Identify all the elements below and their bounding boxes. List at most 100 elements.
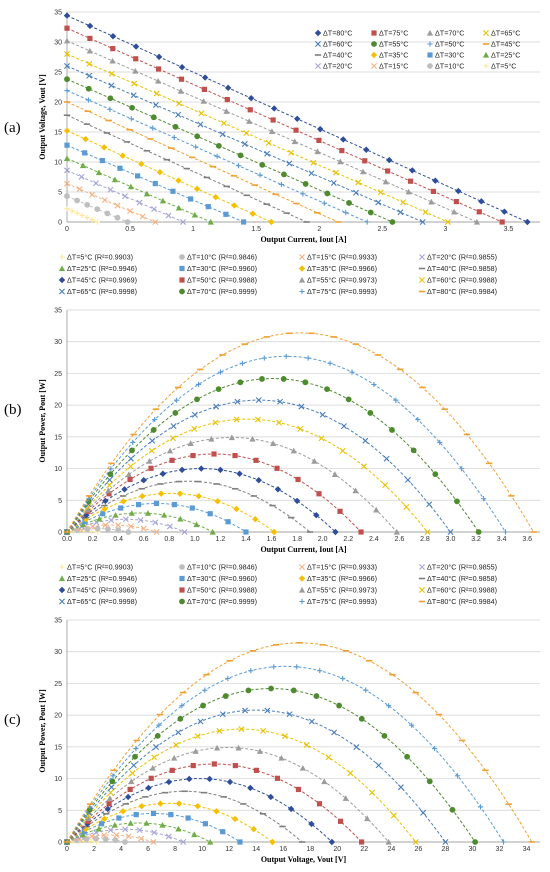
data-point — [404, 476, 411, 483]
data-point — [224, 97, 230, 103]
legend-label: ΔT=20°C (R²=0.9855) — [427, 253, 497, 262]
data-point — [106, 801, 112, 807]
data-point — [358, 529, 364, 535]
y-axis-label: Output Power, Pout [W] — [38, 689, 47, 773]
x-axis-label: Output Current, Iout [A] — [260, 545, 346, 554]
data-point — [238, 726, 245, 733]
data-point — [101, 505, 108, 513]
x-tick-label: 26 — [414, 846, 422, 853]
data-point — [332, 169, 339, 176]
x-tick-label: 2 — [317, 226, 321, 233]
data-point — [247, 94, 255, 102]
data-point — [478, 198, 485, 205]
x-axis-label: Output Current, Iout [A] — [260, 235, 346, 244]
data-point — [170, 188, 176, 194]
data-point — [202, 821, 208, 827]
data-point — [207, 838, 214, 845]
data-point — [86, 806, 93, 813]
data-point — [150, 125, 156, 131]
series-ΔT=5°C — [64, 206, 100, 225]
fit-curve — [66, 524, 157, 533]
data-point — [248, 668, 254, 674]
x-tick-label: 18 — [306, 846, 314, 853]
data-point — [138, 802, 145, 810]
data-point — [249, 435, 256, 442]
legend-label: ΔT=80°C (R²=0.9984) — [427, 287, 497, 296]
data-point — [149, 437, 156, 444]
data-point — [261, 355, 267, 361]
legend-marker — [482, 51, 490, 58]
data-point — [82, 150, 88, 156]
x-tick-label: 2.2 — [343, 536, 353, 543]
data-point — [385, 838, 392, 845]
data-point — [175, 111, 182, 118]
data-point — [397, 784, 404, 791]
x-tick-label: 8 — [173, 846, 177, 853]
fit-line — [66, 53, 449, 223]
data-point — [125, 471, 132, 478]
data-point — [217, 369, 224, 375]
data-point — [230, 202, 238, 209]
data-point — [442, 839, 449, 845]
fit-line — [66, 78, 393, 223]
data-point — [286, 160, 293, 167]
legend-label: ΔT=40°C (R²=0.9858) — [427, 264, 497, 273]
data-point — [64, 142, 70, 148]
data-point — [310, 159, 317, 166]
legend-label: ΔT=60°C (R²=0.9988) — [427, 276, 497, 285]
y-tick-label: 15 — [54, 434, 62, 441]
data-point — [270, 117, 276, 123]
x-tick-label: 12 — [225, 846, 233, 853]
data-point — [271, 664, 277, 670]
legend-label: ΔT=25°C — [491, 51, 520, 60]
data-point — [165, 778, 173, 786]
data-point — [82, 135, 89, 143]
data-point — [389, 219, 396, 225]
data-point — [424, 529, 431, 535]
series-ΔT=65°C (R²=0.9998) — [64, 707, 449, 845]
data-point — [155, 53, 163, 61]
data-point — [337, 158, 344, 165]
data-point — [364, 815, 371, 822]
data-point — [291, 138, 298, 145]
data-point — [132, 43, 140, 50]
data-point — [86, 47, 93, 54]
legend-label: ΔT=10°C (R²=0.9846) — [187, 563, 257, 572]
data-point — [191, 411, 198, 418]
data-point — [127, 463, 134, 470]
data-point — [175, 204, 182, 211]
legend-marker — [299, 598, 305, 605]
data-point — [314, 148, 321, 155]
data-point — [249, 210, 256, 217]
data-point — [104, 210, 111, 217]
data-point — [178, 64, 186, 71]
data-point — [347, 770, 354, 777]
data-point — [197, 121, 204, 128]
data-point — [360, 463, 367, 470]
data-point — [241, 141, 248, 147]
data-point — [121, 486, 128, 493]
fit-curve — [66, 778, 333, 843]
data-point — [502, 529, 509, 535]
data-point — [451, 208, 458, 215]
data-point — [100, 144, 108, 151]
data-point — [409, 722, 415, 728]
data-point — [190, 762, 196, 769]
data-point — [153, 90, 160, 97]
legend-label: ΔT=30°C (R²=0.9960) — [187, 574, 257, 583]
data-point — [264, 707, 271, 714]
data-point — [294, 664, 300, 670]
data-point — [253, 767, 259, 773]
data-point — [260, 727, 267, 734]
data-point — [78, 173, 85, 180]
data-point — [274, 775, 281, 781]
data-point — [137, 517, 144, 524]
data-point — [153, 744, 160, 751]
data-point — [128, 116, 134, 122]
data-point — [409, 167, 416, 174]
data-point — [295, 476, 301, 483]
data-point — [122, 826, 129, 833]
data-point — [371, 381, 377, 388]
data-point — [476, 209, 482, 215]
y-tick-label: 35 — [54, 618, 62, 625]
